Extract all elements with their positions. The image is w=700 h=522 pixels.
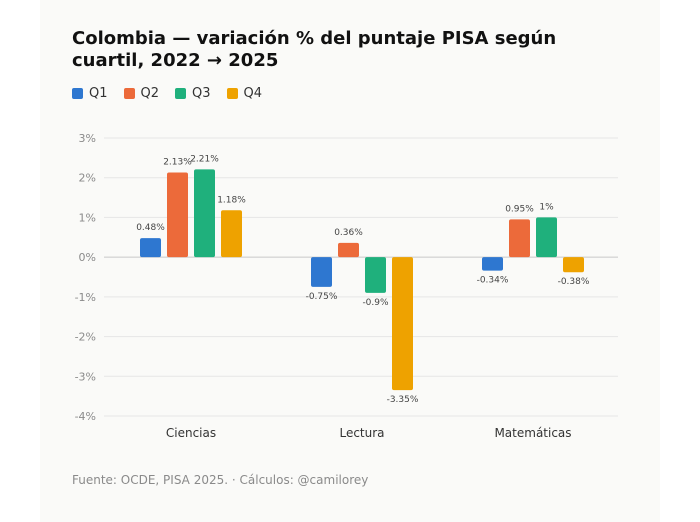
legend-item-q3: Q3 [175, 86, 211, 101]
bar [167, 172, 188, 258]
legend-swatch [123, 88, 135, 99]
bar [536, 217, 557, 258]
bar-value-label: 1% [539, 202, 554, 212]
legend-swatch [175, 88, 187, 99]
bar [509, 219, 530, 258]
legend-item-q4: Q4 [226, 86, 263, 101]
bar [338, 242, 359, 258]
y-tick-label: 3% [79, 132, 96, 145]
bar-value-label: -0.9% [362, 298, 389, 308]
bar-value-label: 1.18% [217, 195, 246, 205]
y-tick-label: 1% [79, 211, 96, 224]
x-category-label: Matemáticas [494, 426, 571, 440]
bar-value-label: 0.95% [505, 204, 534, 214]
bar [194, 169, 215, 258]
bar [311, 257, 332, 287]
y-tick-label: -4% [75, 410, 96, 423]
legend: Q1 Q2 Q3 Q4 [72, 86, 262, 101]
y-tick-label: -3% [75, 370, 96, 383]
legend-item-q2: Q2 [123, 86, 160, 101]
source-footer: Fuente: OCDE, PISA 2025. · Cálculos: @ca… [72, 473, 369, 487]
legend-swatch [226, 88, 238, 99]
legend-label: Q2 [140, 86, 160, 101]
bar-value-label: -3.35% [387, 395, 419, 405]
bar [563, 257, 584, 273]
bar-value-label: 0.36% [334, 228, 363, 238]
bar [365, 257, 386, 293]
bar-value-label: 0.48% [136, 223, 165, 233]
chart-title: Colombia — variación % del puntaje PISA … [72, 28, 557, 71]
legend-label: Q4 [243, 86, 263, 101]
chart-card [40, 0, 660, 522]
bar [392, 257, 413, 391]
bar-value-label: -0.75% [306, 292, 338, 302]
bar [482, 257, 503, 271]
bar-value-label: -0.34% [477, 276, 509, 286]
y-tick-label: -1% [75, 291, 96, 304]
y-tick-label: -2% [75, 331, 96, 344]
legend-item-q1: Q1 [72, 86, 108, 101]
bar [221, 210, 242, 258]
y-tick-label: 2% [79, 172, 96, 185]
legend-swatch [72, 88, 83, 99]
bar-value-label: -0.38% [558, 277, 590, 287]
bar [140, 238, 161, 258]
y-tick-label: 0% [79, 251, 96, 264]
x-category-label: Lectura [339, 426, 384, 440]
legend-label: Q3 [192, 86, 211, 101]
bar-value-label: 2.21% [190, 154, 219, 164]
bar-value-label: 2.13% [163, 158, 192, 168]
legend-label: Q1 [89, 86, 108, 101]
x-category-label: Ciencias [166, 426, 216, 440]
